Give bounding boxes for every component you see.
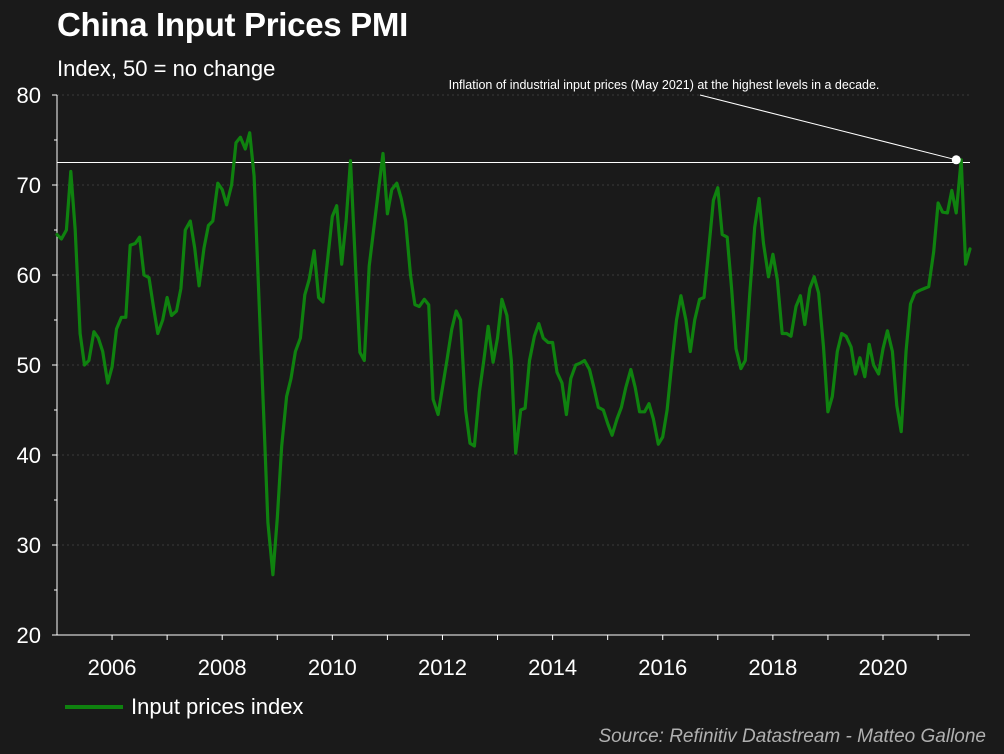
y-tick-label-80: 80 <box>17 83 41 108</box>
y-tick-label-60: 60 <box>17 263 41 288</box>
source-note: Source: Refinitiv Datastream - Matteo Ga… <box>598 726 986 747</box>
x-tick-label-2006: 2006 <box>88 655 137 680</box>
y-tick-label-40: 40 <box>17 443 41 468</box>
annotation-text: Inflation of industrial input prices (Ma… <box>449 78 880 92</box>
x-tick-label-2014: 2014 <box>528 655 577 680</box>
chart-title: China Input Prices PMI <box>57 6 408 43</box>
x-tick-label-2010: 2010 <box>308 655 357 680</box>
legend-swatch <box>65 705 123 709</box>
chart-subtitle: Index, 50 = no change <box>57 56 276 81</box>
annotation-leader-line <box>699 94 957 161</box>
legend-label: Input prices index <box>131 694 304 719</box>
axes: 20 30 40 50 60 70 80 2006 2008 2010 2012 2014 2016 20… <box>17 83 970 680</box>
series-line-0 <box>55 131 972 577</box>
x-tick-label-2012: 2012 <box>418 655 467 680</box>
x-tick-label-2020: 2020 <box>859 655 908 680</box>
y-tick-label-50: 50 <box>17 353 41 378</box>
highlight-point-marker <box>951 155 961 165</box>
legend: Input prices index <box>65 694 303 720</box>
y-tick-label-20: 20 <box>17 623 41 648</box>
series-group <box>55 131 972 577</box>
x-tick-label-2008: 2008 <box>198 655 247 680</box>
x-tick-label-2016: 2016 <box>638 655 687 680</box>
y-tick-label-70: 70 <box>17 173 41 198</box>
annotation-group: Inflation of industrial input prices (Ma… <box>449 78 961 165</box>
x-tick-label-2018: 2018 <box>748 655 797 680</box>
y-tick-label-30: 30 <box>17 533 41 558</box>
grid-lines <box>57 94 970 546</box>
